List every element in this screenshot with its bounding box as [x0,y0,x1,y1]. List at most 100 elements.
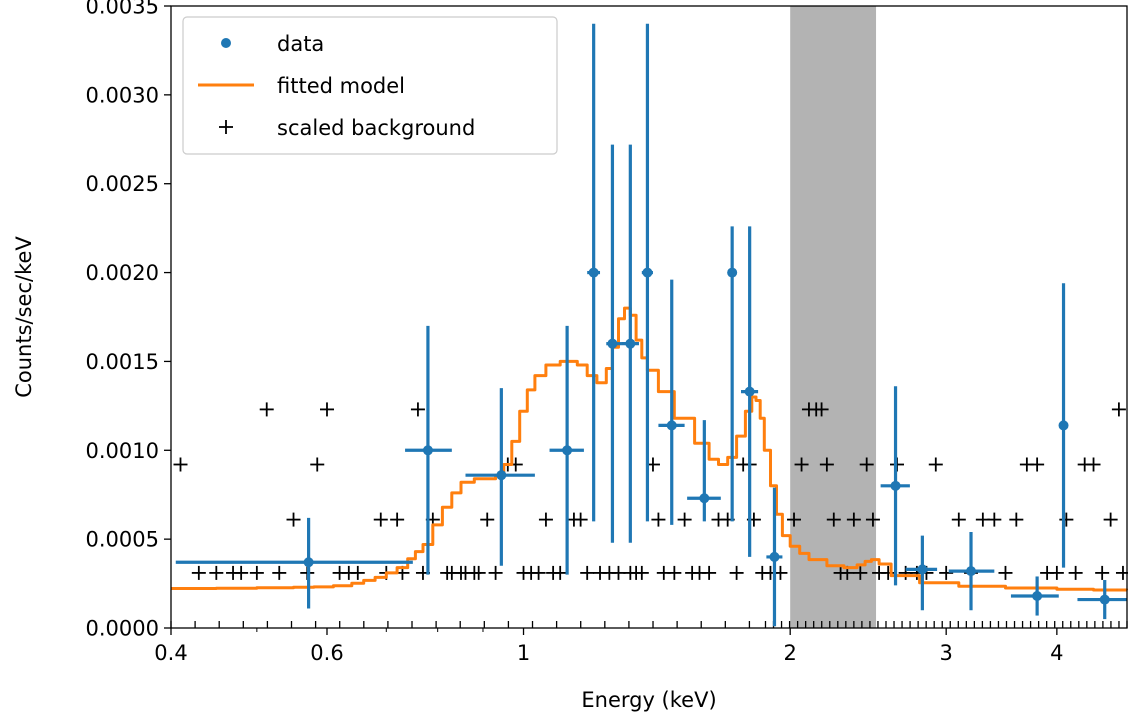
legend-label-data: data [277,32,324,56]
background-marker [826,512,841,527]
data-marker [303,557,314,568]
background-marker [998,565,1013,580]
background-marker [286,512,301,527]
background-marker [881,565,896,580]
background-marker [865,512,880,527]
background-marker [350,565,365,580]
data-point [405,325,452,575]
data-point [606,144,622,543]
data-marker [699,493,710,504]
background-marker [1059,512,1074,527]
data-point [1077,580,1127,620]
y-tick-label: 0.0005 [86,528,159,552]
background-marker [1049,565,1064,580]
data-point [641,23,653,522]
background-marker [573,512,588,527]
background-marker [488,565,503,580]
background-marker [319,402,334,417]
background-marker [794,457,809,472]
x-axis-label: Energy (keV) [581,688,716,712]
plot-frame [170,5,1128,629]
data-point [549,325,584,575]
data-point [175,517,413,609]
background-marker [234,565,249,580]
background-marker [987,512,1002,527]
data-marker [422,445,433,456]
y-tick-label: 0.0010 [86,439,159,463]
excluded-band-rect [790,6,877,628]
y-axis-ticks: 0.0000 0.0005 0.0010 0.0015 0.0020 0.0025 0.00… [86,0,171,641]
background-marker [846,512,861,527]
data-marker [966,566,977,577]
x-tick-label: 3 [939,641,952,665]
y-tick-label: 0.0035 [86,0,159,19]
background-marker [787,512,802,527]
background-marker [939,565,954,580]
background-marker [702,565,717,580]
y-tick-label: 0.0000 [86,617,159,641]
background-marker [191,565,206,580]
background-marker [651,512,666,527]
x-tick-label: 2 [783,641,796,665]
x-tick-label: 0.4 [154,641,187,665]
data-marker [588,267,599,278]
data-marker [890,480,901,491]
background-marker [928,457,943,472]
data-point [905,535,938,611]
x-axis-ticks: 0.4 0.6 1 2 3 4 [154,628,1064,665]
background-marker [819,457,834,472]
background-marker [310,457,325,472]
legend-background-marker [219,120,233,134]
background-marker [580,565,595,580]
data-points [175,23,1127,627]
data-marker [917,564,928,575]
data-marker [1032,591,1043,602]
background-marker [390,512,405,527]
y-tick-label: 0.0025 [86,172,159,196]
data-point [621,144,639,543]
data-point [948,532,995,611]
background-marker [553,565,568,580]
background-marker [480,512,495,527]
data-marker [666,420,677,431]
background-marker [538,512,553,527]
background-marker [1086,457,1101,472]
background-marker [1103,512,1118,527]
background-marker [951,512,966,527]
x-tick-label: 1 [517,641,530,665]
legend-label-background: scaled background [277,116,475,140]
data-marker [1058,420,1069,431]
legend-box [182,16,558,155]
data-marker [496,470,507,481]
data-marker [562,445,573,456]
background-marker [373,512,388,527]
data-point [587,23,601,522]
data-marker [727,267,738,278]
data-point [658,279,685,525]
background-marker [249,565,264,580]
background-marker [1068,565,1083,580]
background-marker [209,565,224,580]
data-point [687,420,721,522]
background-marker [1111,402,1126,417]
x-tick-label: 0.6 [310,641,343,665]
y-tick-label: 0.0015 [86,350,159,374]
background-marker [667,565,682,580]
background-marker [853,565,868,580]
data-point [880,386,910,586]
data-marker [625,338,636,349]
data-marker [607,338,618,349]
background-marker [677,512,692,527]
background-marker [259,402,274,417]
data-point [766,487,783,627]
legend-data-marker [221,38,231,48]
data-marker [1099,594,1110,605]
x-tick-label: 4 [1050,641,1063,665]
background-marker [859,457,874,472]
background-marker [1009,512,1024,527]
legend: data fitted model scaled background [182,16,558,155]
background-marker [272,565,287,580]
background-marker [173,457,188,472]
data-point [1010,576,1059,616]
